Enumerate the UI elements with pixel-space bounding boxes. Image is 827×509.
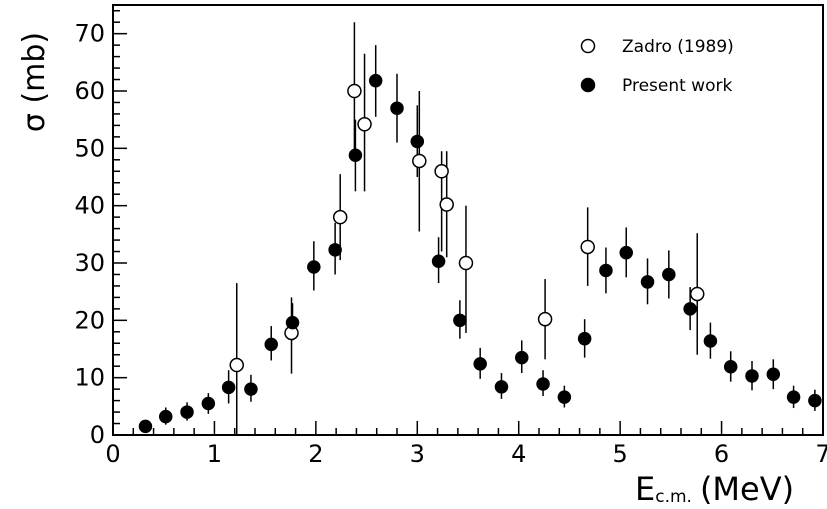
present-work-data-point (723, 360, 738, 374)
zadro-data-point (439, 197, 454, 212)
x-axis-title: Ec.m. (MeV) (635, 470, 794, 508)
present-work-data-point (431, 254, 446, 269)
data-markers (138, 73, 822, 434)
present-work-data-point (348, 148, 363, 162)
legend-marker-present-work (580, 77, 596, 93)
zadro-data-point (689, 286, 705, 302)
x-axis-title-unit: (MeV) (700, 470, 794, 508)
legend-marker-zadro (580, 38, 596, 54)
y-tick-label: 0 (90, 421, 105, 449)
zadro-data-point (229, 357, 244, 373)
zadro-data-point (580, 239, 595, 255)
x-tick-label: 4 (511, 440, 526, 468)
x-tick-label: 1 (207, 440, 222, 468)
present-work-data-point (201, 396, 216, 411)
legend: Zadro (1989) Present work (580, 37, 734, 96)
y-tick-label: 70 (74, 20, 105, 48)
present-work-data-point (221, 380, 236, 395)
x-tick-label: 7 (815, 440, 827, 468)
y-tick-label: 10 (74, 364, 105, 392)
present-work-data-point (390, 101, 404, 115)
x-tick-label: 6 (714, 440, 729, 468)
zadro-data-point (412, 153, 427, 169)
present-work-data-point (494, 380, 509, 394)
present-work-data-point (264, 337, 278, 352)
present-work-data-point (138, 419, 153, 434)
present-work-data-point (640, 275, 655, 289)
x-axis-title-main: E (635, 470, 655, 508)
present-work-data-point (368, 73, 383, 88)
y-tick-label: 60 (74, 77, 105, 105)
present-work-data-point (285, 315, 300, 330)
zadro-data-point (537, 311, 553, 327)
present-work-data-point (515, 350, 529, 365)
y-tick-label: 40 (74, 192, 105, 220)
present-work-data-point (536, 377, 550, 391)
present-work-data-point (599, 263, 613, 278)
legend-label-present-work: Present work (622, 76, 732, 96)
y-tick-label: 30 (74, 249, 105, 277)
present-work-data-point (453, 313, 467, 328)
present-work-data-point (473, 357, 487, 371)
present-work-data-point (745, 369, 759, 383)
present-work-data-point (786, 390, 801, 404)
present-work-data-point (766, 367, 781, 381)
x-axis-title-subscript: c.m. (655, 487, 692, 507)
axes (112, 4, 824, 436)
present-work-data-point (180, 405, 194, 419)
zadro-data-point (458, 255, 474, 271)
x-tick-label: 5 (613, 440, 628, 468)
present-work-data-point (328, 243, 342, 257)
present-work-data-point (307, 260, 321, 274)
zadro-data-point (347, 83, 362, 99)
present-work-data-point (577, 331, 592, 346)
zadro-data-point (332, 209, 348, 225)
present-work-data-point (808, 393, 822, 408)
zadro-data-point (357, 117, 372, 132)
present-work-data-point (703, 334, 718, 348)
present-work-data-point (619, 245, 633, 260)
present-work-data-point (158, 409, 173, 424)
x-tick-label: 3 (410, 440, 425, 468)
present-work-data-point (662, 267, 676, 282)
y-axis-title: σ (mb) (17, 32, 52, 132)
zadro-data-point (434, 164, 449, 179)
plot-frame (112, 4, 824, 436)
present-work-data-point (410, 134, 425, 149)
x-tick-label: 0 (105, 440, 120, 468)
x-tick-label: 2 (308, 440, 323, 468)
y-tick-label: 20 (74, 306, 105, 334)
y-tick-label: 50 (74, 134, 105, 162)
present-work-data-point (244, 382, 258, 396)
legend-label-zadro: Zadro (1989) (622, 37, 734, 57)
present-work-data-point (557, 390, 572, 404)
present-work-data-point (683, 302, 697, 316)
